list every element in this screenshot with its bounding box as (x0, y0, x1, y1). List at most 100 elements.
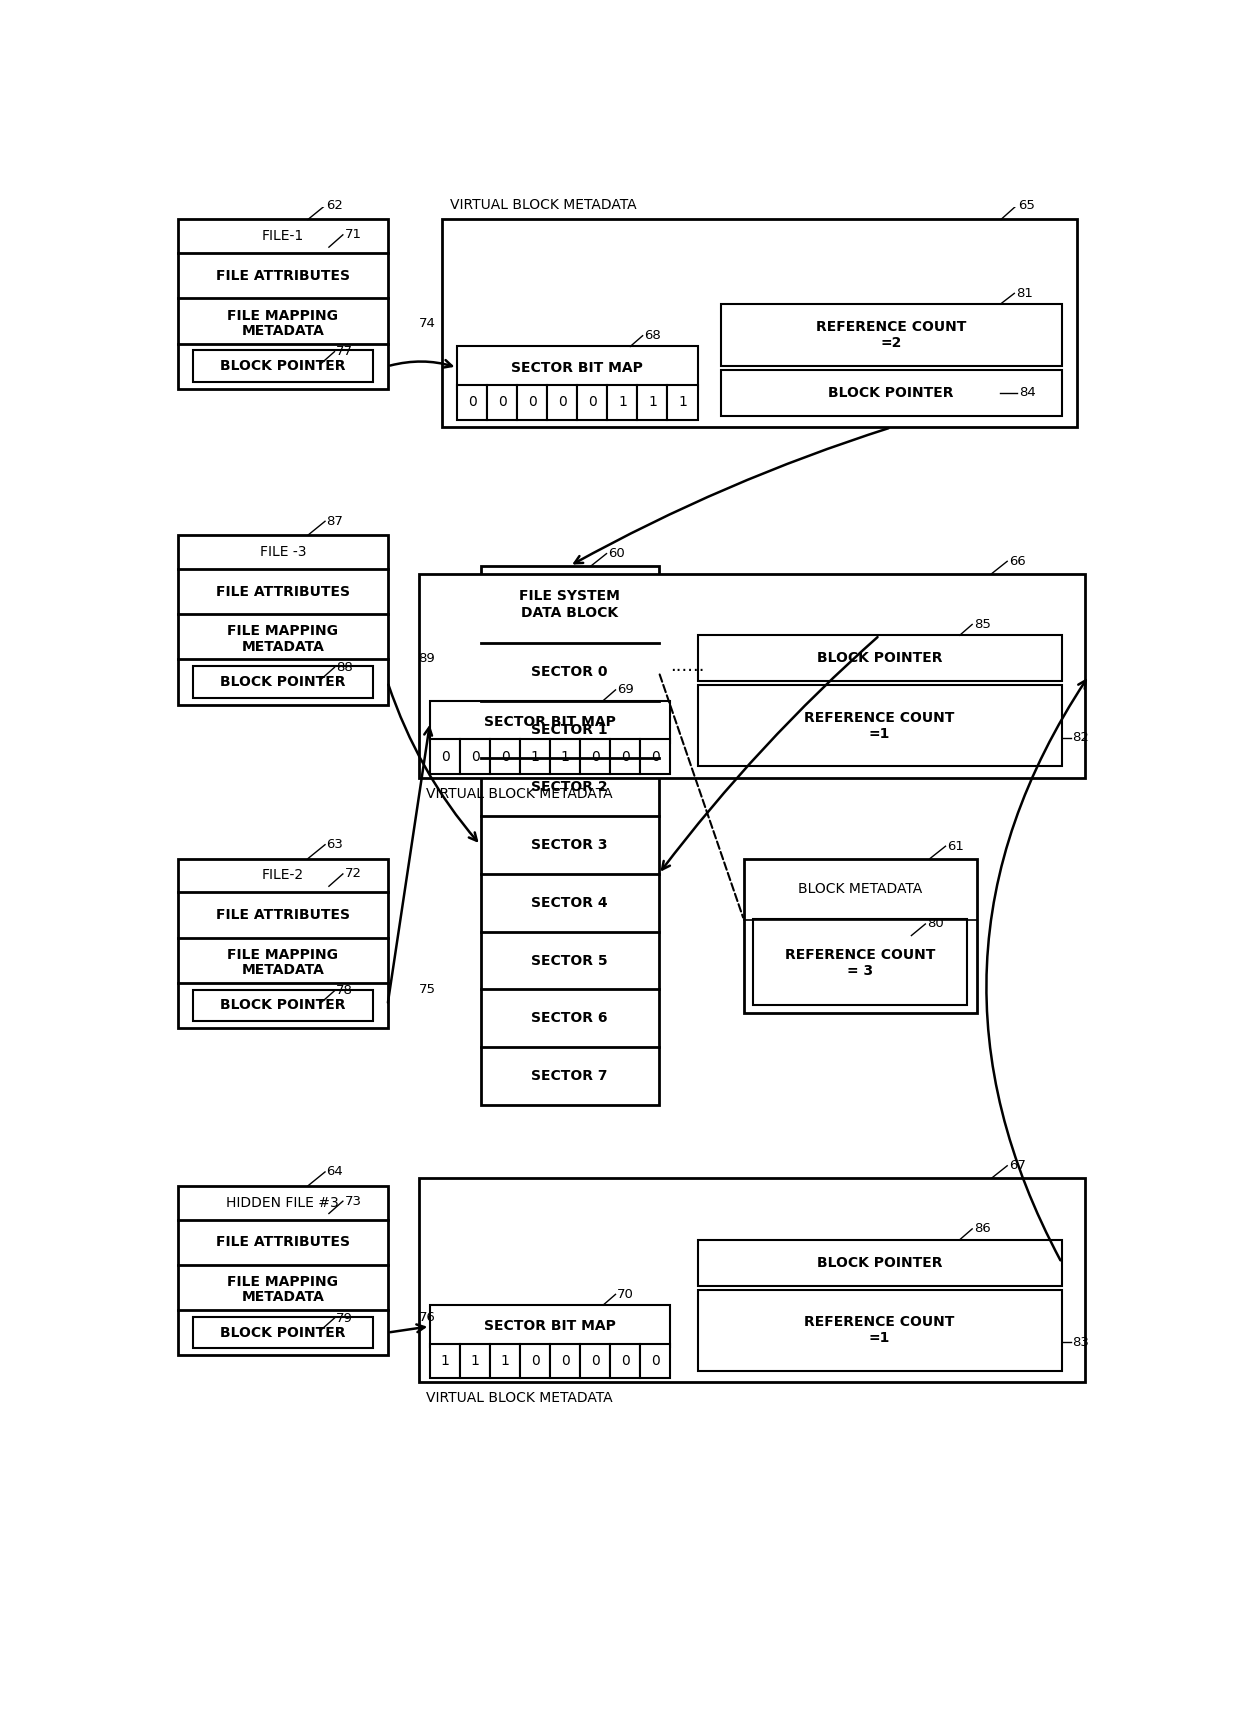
Text: 73: 73 (345, 1194, 361, 1208)
Text: VIRTUAL BLOCK METADATA: VIRTUAL BLOCK METADATA (427, 1391, 613, 1405)
Text: FILE ATTRIBUTES: FILE ATTRIBUTES (216, 1236, 350, 1250)
Text: HIDDEN FILE #3: HIDDEN FILE #3 (227, 1196, 340, 1210)
Bar (517, 385, 547, 419)
Text: SECTOR 2: SECTOR 2 (531, 780, 608, 794)
Text: 84: 84 (1019, 387, 1035, 399)
Text: 0: 0 (440, 749, 450, 763)
Text: FILE MAPPING: FILE MAPPING (227, 948, 339, 961)
Text: 64: 64 (326, 1165, 343, 1179)
Text: 85: 85 (973, 618, 991, 632)
Text: 1: 1 (560, 749, 569, 763)
Text: 0: 0 (531, 1353, 539, 1369)
Text: 63: 63 (326, 839, 343, 851)
Bar (697, 685, 1061, 766)
Text: FILE ATTRIBUTES: FILE ATTRIBUTES (216, 585, 350, 599)
Text: 75: 75 (419, 984, 435, 996)
Bar (193, 350, 373, 381)
Bar (487, 385, 517, 419)
Bar (610, 739, 640, 773)
Bar (193, 666, 373, 697)
Bar (441, 219, 1078, 428)
Bar (720, 369, 1061, 416)
Text: 65: 65 (1018, 198, 1035, 212)
Bar (697, 1239, 1061, 1286)
Text: 1: 1 (440, 1353, 450, 1369)
Bar (490, 739, 521, 773)
Text: FILE ATTRIBUTES: FILE ATTRIBUTES (216, 908, 350, 922)
Bar (697, 635, 1061, 682)
Text: METADATA: METADATA (242, 963, 325, 977)
Bar (179, 219, 387, 388)
Text: SECTOR 6: SECTOR 6 (532, 1011, 608, 1025)
Text: SECTOR 5: SECTOR 5 (531, 953, 608, 968)
Text: 61: 61 (947, 841, 963, 853)
Text: 68: 68 (645, 330, 661, 342)
Bar (608, 385, 637, 419)
Bar (179, 535, 387, 704)
Text: 76: 76 (419, 1310, 435, 1324)
Text: SECTOR BIT MAP: SECTOR BIT MAP (485, 715, 616, 728)
Text: 1: 1 (501, 1353, 510, 1369)
Text: FILE-2: FILE-2 (262, 868, 304, 882)
Text: FILE MAPPING: FILE MAPPING (227, 1276, 339, 1289)
Bar (578, 385, 608, 419)
Bar (640, 739, 671, 773)
Text: 72: 72 (345, 868, 361, 880)
Text: 0: 0 (651, 749, 660, 763)
Text: 0: 0 (528, 395, 537, 409)
Bar (521, 739, 551, 773)
Bar (521, 1343, 551, 1379)
Text: 0: 0 (501, 749, 510, 763)
Bar (481, 566, 658, 1105)
Text: ......: ...... (671, 658, 704, 675)
Text: 0: 0 (651, 1353, 660, 1369)
Bar (179, 858, 387, 1029)
Bar (430, 739, 460, 773)
Text: FILE-1: FILE-1 (262, 230, 304, 243)
Text: 0: 0 (471, 749, 480, 763)
Bar (430, 701, 671, 742)
Text: 87: 87 (326, 514, 343, 528)
Bar (551, 739, 580, 773)
Text: 0: 0 (588, 395, 596, 409)
Text: BLOCK POINTER: BLOCK POINTER (828, 385, 954, 400)
Bar (460, 739, 490, 773)
Text: 0: 0 (621, 1353, 630, 1369)
Text: REFERENCE COUNT
=1: REFERENCE COUNT =1 (805, 1315, 955, 1345)
Text: BLOCK POINTER: BLOCK POINTER (817, 1257, 942, 1270)
Text: 70: 70 (618, 1288, 634, 1301)
Text: METADATA: METADATA (242, 324, 325, 338)
Text: 66: 66 (1009, 554, 1025, 568)
Text: BLOCK POINTER: BLOCK POINTER (221, 998, 346, 1013)
Bar (193, 989, 373, 1022)
Text: 80: 80 (926, 918, 944, 930)
Text: 71: 71 (345, 228, 361, 242)
Text: REFERENCE COUNT
=2: REFERENCE COUNT =2 (816, 319, 966, 350)
Text: VIRTUAL BLOCK METADATA: VIRTUAL BLOCK METADATA (449, 198, 636, 212)
Bar (697, 1289, 1061, 1370)
Bar (547, 385, 578, 419)
Text: 86: 86 (973, 1222, 991, 1236)
Text: 0: 0 (558, 395, 567, 409)
Text: SECTOR 4: SECTOR 4 (531, 896, 608, 910)
Bar (193, 1317, 373, 1348)
Bar (667, 385, 697, 419)
Text: 0: 0 (591, 1353, 600, 1369)
Text: VIRTUAL BLOCK METADATA: VIRTUAL BLOCK METADATA (427, 787, 613, 801)
Text: 82: 82 (1073, 732, 1090, 744)
Bar (754, 918, 967, 1005)
Bar (640, 1343, 671, 1379)
Text: FILE MAPPING: FILE MAPPING (227, 625, 339, 639)
Text: 1: 1 (618, 395, 627, 409)
Text: BLOCK POINTER: BLOCK POINTER (221, 1326, 346, 1339)
Text: SECTOR 0: SECTOR 0 (532, 665, 608, 678)
Text: BLOCK POINTER: BLOCK POINTER (817, 651, 942, 665)
Text: 1: 1 (678, 395, 687, 409)
Text: 78: 78 (336, 984, 353, 998)
Text: 88: 88 (336, 661, 353, 673)
Bar (580, 1343, 610, 1379)
Text: SECTOR BIT MAP: SECTOR BIT MAP (511, 361, 644, 375)
Text: 77: 77 (336, 345, 353, 359)
Text: 0: 0 (560, 1353, 569, 1369)
Bar (580, 739, 610, 773)
